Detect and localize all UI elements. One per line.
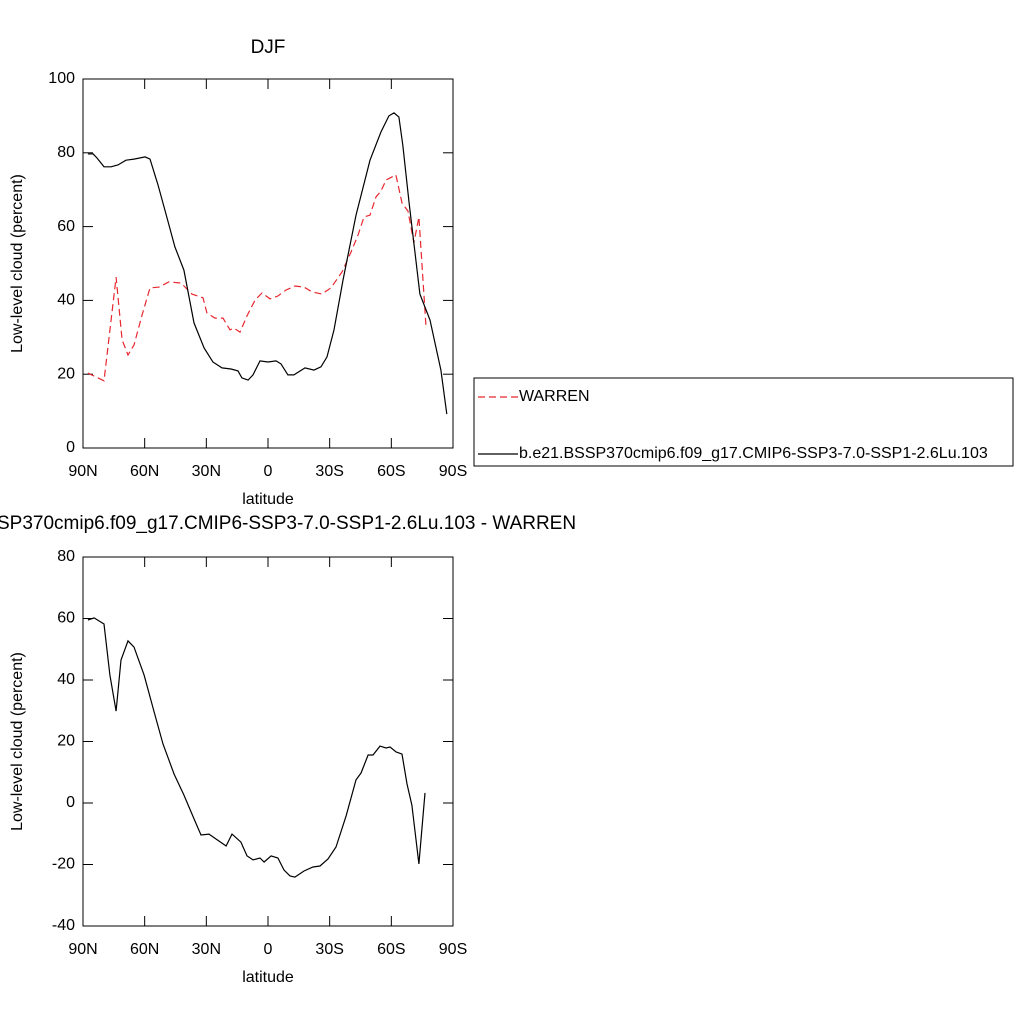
- x-tick-label: 60N: [130, 463, 159, 480]
- y-axis-label: Low-level cloud (percent): [9, 652, 26, 831]
- data-line: [87, 174, 427, 382]
- plot-frame: [82, 556, 454, 927]
- legend-box: [473, 377, 1014, 467]
- chart-title: SP370cmip6.f09_g17.CMIP6-SSP3-7.0-SSP1-2…: [0, 513, 576, 534]
- data-line: [87, 617, 426, 878]
- y-tick-label: 80: [57, 144, 75, 161]
- y-tick-label: 20: [57, 733, 75, 750]
- y-tick-label: 0: [66, 439, 75, 456]
- x-tick-label: 60N: [130, 941, 159, 958]
- x-tick-label: 30S: [315, 463, 343, 480]
- y-tick-label: -40: [52, 917, 75, 934]
- x-axis-label: latitude: [242, 969, 294, 986]
- x-tick-label: 30N: [192, 463, 221, 480]
- y-tick-label: 80: [57, 548, 75, 565]
- y-tick-label: 40: [57, 292, 75, 309]
- legend-label: WARREN: [519, 388, 590, 405]
- x-tick-label: 30N: [192, 941, 221, 958]
- x-tick-label: 90S: [439, 463, 467, 480]
- chart-title: DJF: [251, 37, 286, 58]
- x-axis-label: latitude: [242, 491, 294, 508]
- x-tick-label: 60S: [377, 941, 405, 958]
- x-tick-label: 0: [264, 463, 273, 480]
- x-tick-label: 90N: [68, 941, 97, 958]
- x-tick-label: 90N: [68, 463, 97, 480]
- y-tick-label: 20: [57, 365, 75, 382]
- plot-frame: [82, 78, 454, 449]
- y-tick-label: 0: [66, 794, 75, 811]
- y-tick-label: 60: [57, 610, 75, 627]
- x-tick-label: 90S: [439, 941, 467, 958]
- y-tick-label: -20: [52, 856, 75, 873]
- y-axis-label: Low-level cloud (percent): [9, 174, 26, 353]
- x-tick-label: 0: [264, 941, 273, 958]
- data-line: [87, 112, 448, 415]
- legend-label: b.e21.BSSP370cmip6.f09_g17.CMIP6-SSP3-7.…: [519, 445, 988, 462]
- x-tick-label: 30S: [315, 941, 343, 958]
- y-tick-label: 100: [48, 70, 75, 87]
- y-tick-label: 60: [57, 218, 75, 235]
- x-tick-label: 60S: [377, 463, 405, 480]
- y-tick-label: 40: [57, 671, 75, 688]
